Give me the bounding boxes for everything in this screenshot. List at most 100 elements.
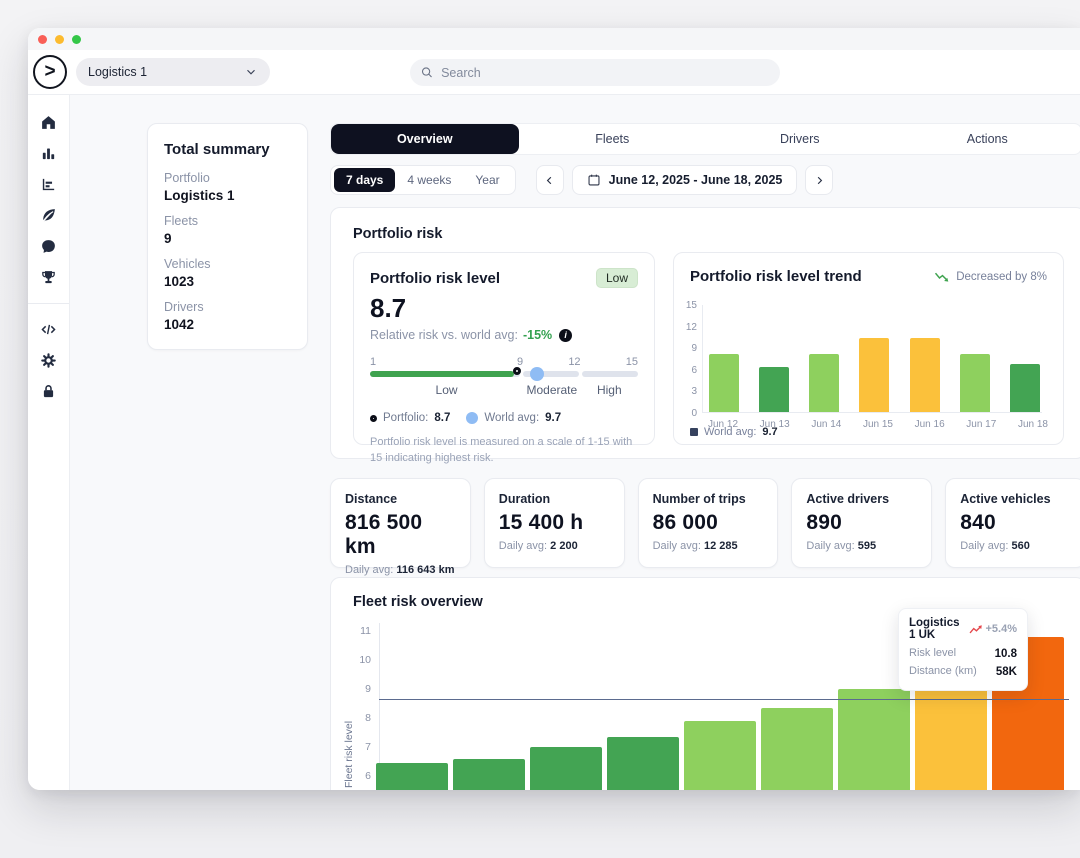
stat-daily-value: 2 200 [550, 540, 578, 552]
trend-x-label: Jun 18 [1017, 419, 1048, 430]
range-4-weeks[interactable]: 4 weeks [407, 173, 452, 187]
tab-drivers[interactable]: Drivers [779, 132, 820, 146]
summary-item-label: Fleets [164, 214, 199, 228]
trend-y-tick: 6 [691, 364, 697, 376]
portfolio-risk-value: 8.7 [370, 293, 407, 323]
scale-segment-moderate [522, 371, 579, 377]
legend-label: World avg: [484, 412, 540, 424]
portfolio-value-marker[interactable] [513, 367, 522, 375]
legend-value: 8.7 [434, 412, 451, 424]
stat-card-active-drivers: Active drivers 890 Daily avg: 595 [791, 478, 933, 568]
fleet-bar[interactable] [530, 747, 602, 790]
chat-icon[interactable] [40, 231, 57, 262]
calendar-icon [588, 174, 600, 186]
scale-segment-low [370, 371, 520, 377]
stat-daily-avg: Daily avg: 595 [806, 540, 877, 552]
trend-bar-jun-17[interactable] [959, 354, 990, 412]
leaf-icon[interactable] [40, 200, 57, 231]
app-header: > Logistics 1 [28, 50, 1080, 95]
range-year[interactable]: Year [475, 173, 500, 187]
dot-marker-icon [466, 412, 479, 424]
scale-tick: 1 [370, 356, 377, 368]
fleet-bar[interactable] [915, 675, 987, 790]
stat-card-number-of-trips: Number of trips 86 000 Daily avg: 12 285 [637, 478, 779, 568]
summary-item-vehicles: Vehicles 1023 [164, 257, 291, 289]
stat-daily-avg: Daily avg: 560 [960, 540, 1030, 552]
portfolio-selector[interactable]: Logistics 1 [76, 58, 270, 86]
summary-item-value: 1023 [164, 274, 195, 289]
info-icon[interactable]: i [559, 328, 573, 342]
scale-label-high: High [596, 383, 622, 397]
fleet-bar[interactable] [376, 762, 448, 790]
settings-icon[interactable] [40, 345, 57, 376]
fleet-y-tick: 6 [365, 770, 371, 782]
sidebar-bottom [40, 314, 57, 407]
chart-levels-icon[interactable] [40, 169, 57, 200]
lock-icon[interactable] [40, 376, 57, 407]
stat-value: 840 [960, 511, 996, 534]
fleet-chart-y-axis-line [379, 623, 380, 790]
range-7-days[interactable]: 7 days [334, 168, 396, 192]
fleet-bar[interactable] [453, 758, 525, 790]
trend-x-label: Jun 12 [708, 419, 739, 430]
trend-y-tick: 12 [685, 321, 697, 333]
stat-value: 15 400 h [498, 511, 584, 534]
trend-bar-jun-12[interactable] [709, 354, 739, 412]
stat-card-distance: Distance 816 500 km Daily avg: 116 643 km [330, 478, 471, 576]
trend-bar-jun-18[interactable] [1009, 363, 1040, 412]
summary-item-label: Portfolio [164, 171, 210, 185]
trend-bar-jun-13[interactable] [759, 367, 790, 412]
home-icon[interactable] [40, 107, 57, 138]
fleet-bar[interactable] [838, 689, 910, 790]
fleet-bar[interactable] [684, 720, 756, 790]
date-range-picker[interactable]: June 12, 2025 - June 18, 2025 [571, 165, 798, 195]
search-input[interactable] [441, 65, 770, 80]
portfolio-risk-section: Portfolio risk Portfolio risk level Low … [330, 207, 1080, 464]
tab-overview[interactable]: Overview [331, 124, 519, 154]
portfolio-selector-label: Logistics 1 [88, 65, 148, 79]
stat-label: Distance [345, 492, 398, 506]
fleet-y-tick: 11 [360, 625, 371, 637]
trophy-icon[interactable] [40, 262, 57, 293]
chevron-right-icon [817, 176, 823, 184]
summary-item-fleets: Fleets 9 [164, 214, 291, 246]
bar-chart-icon[interactable] [40, 138, 57, 169]
fleet-y-tick: 8 [365, 712, 371, 724]
trend-bar-jun-14[interactable] [809, 354, 840, 412]
search-bar[interactable] [410, 59, 780, 86]
trend-x-label: Jun 17 [966, 419, 997, 430]
tab-fleets[interactable]: Fleets [595, 132, 630, 146]
legend-value: 9.7 [545, 412, 562, 424]
tooltip-row-label: Risk level [909, 647, 957, 659]
trend-change-indicator: Decreased by 8% [934, 271, 1047, 283]
code-icon[interactable] [40, 314, 57, 345]
summary-item-portfolio: Portfolio Logistics 1 [164, 171, 291, 203]
stat-label: Active drivers [806, 492, 890, 506]
next-period-button[interactable] [805, 165, 834, 195]
ring-marker-icon [370, 414, 377, 422]
date-range-segmented-control: 7 days 4 weeks Year [330, 165, 516, 195]
previous-period-button[interactable] [535, 165, 564, 195]
scale-segment-high [581, 371, 638, 377]
search-icon [421, 67, 432, 78]
maximize-window-button[interactable] [72, 34, 81, 44]
close-window-button[interactable] [38, 34, 47, 44]
fleet-bar[interactable] [607, 736, 679, 790]
stat-daily-value: 12 285 [703, 540, 738, 552]
tooltip-row-distance-km-: Distance (km) 58K [909, 663, 1017, 681]
tab-actions[interactable]: Actions [966, 132, 1008, 146]
minimize-window-button[interactable] [55, 34, 64, 44]
trend-bar-jun-16[interactable] [909, 337, 940, 412]
tooltip-row-label: Distance (km) [909, 665, 977, 678]
world-avg-marker [529, 367, 544, 381]
fleet-bar[interactable] [761, 707, 833, 790]
stat-label: Number of trips [652, 492, 746, 506]
trend-bar-jun-15[interactable] [859, 337, 890, 412]
trend-chart-plot [702, 305, 1042, 413]
summary-item-value: 9 [164, 231, 172, 246]
stat-daily-avg: Daily avg: 116 643 km [345, 564, 455, 576]
tab-bar: Overview Fleets Drivers Actions [330, 123, 1080, 155]
sidebar [28, 95, 70, 790]
stat-value: 816 500 km [345, 511, 423, 558]
stat-value: 890 [806, 511, 843, 534]
